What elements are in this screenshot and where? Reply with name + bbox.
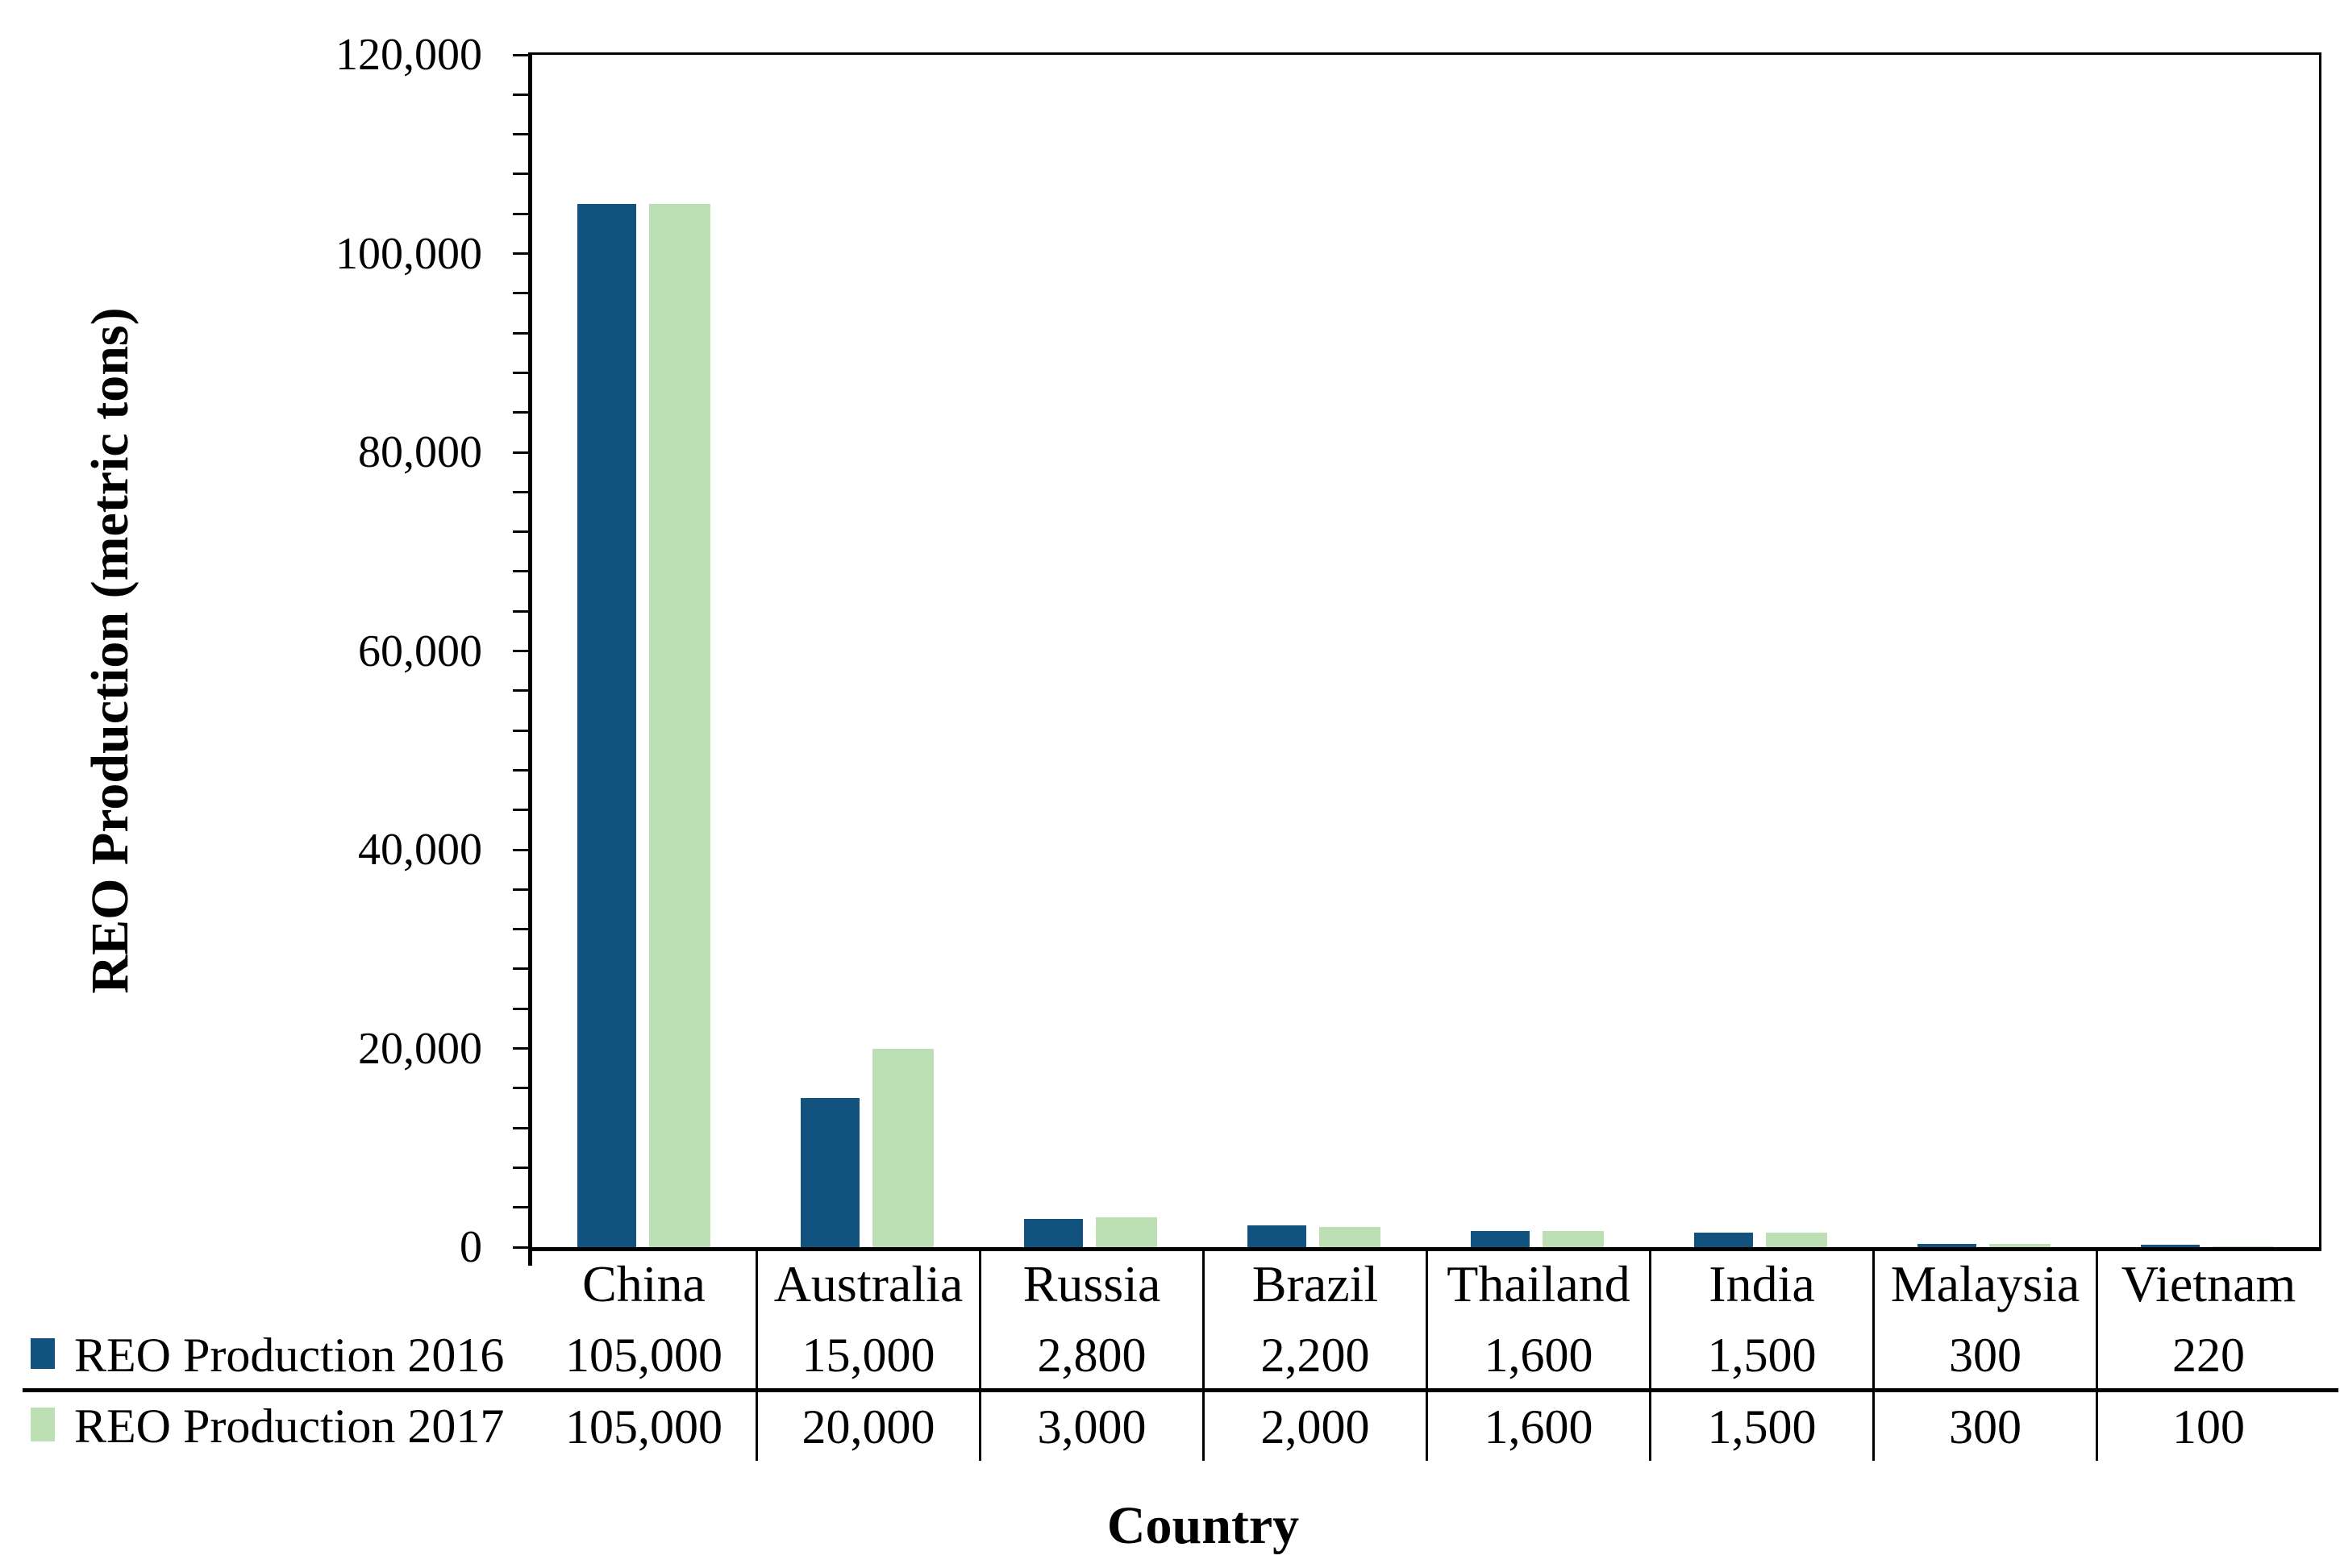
legend-label-reo-production-2017: REO Production 2017 [74, 1400, 505, 1453]
y-axis-tick [513, 252, 531, 255]
table-cell-reo-production-2017: 1,500 [1707, 1400, 1817, 1454]
bar-reo-production-2016-malaysia [1917, 1244, 1976, 1247]
table-cell-reo-production-2016: 1,600 [1484, 1329, 1593, 1382]
y-axis-tick [513, 1007, 531, 1010]
y-axis-tick [513, 888, 531, 891]
y-axis-tick [513, 967, 531, 971]
table-column-brazil: Brazil 2,200 2,000 [1202, 1247, 1426, 1461]
x-axis-tick [528, 1251, 532, 1266]
category-label: Thailand [1447, 1255, 1630, 1312]
bar-reo-production-2017-china [649, 204, 710, 1247]
bar-reo-production-2017-australia [872, 1049, 934, 1247]
bar-reo-production-2017-russia [1096, 1217, 1157, 1247]
category-label: Malaysia [1890, 1255, 2080, 1312]
bar-reo-production-2017-brazil [1319, 1227, 1380, 1247]
table-cell-reo-production-2016: 15,000 [802, 1329, 935, 1382]
bar-reo-production-2016-india [1694, 1233, 1753, 1247]
y-axis-tick-label: 80,000 [358, 427, 482, 477]
y-axis-tick [513, 371, 531, 374]
bar-reo-production-2016-china [577, 204, 636, 1247]
legend-swatch-reo-production-2016 [31, 1338, 55, 1369]
category-label: Australia [773, 1255, 964, 1312]
bar-reo-production-2016-vietnam [2141, 1245, 2200, 1247]
legend-swatch-reo-production-2017 [31, 1408, 55, 1441]
y-axis-tick [513, 928, 531, 931]
table-cell-reo-production-2017: 1,600 [1484, 1400, 1593, 1454]
category-label: China [582, 1255, 706, 1312]
y-axis-tick [513, 768, 531, 772]
y-axis-tick [513, 1166, 531, 1169]
y-axis-tick-label: 60,000 [358, 626, 482, 676]
table-cell-reo-production-2016: 2,800 [1037, 1329, 1147, 1382]
y-axis-tick [513, 650, 531, 652]
y-axis-tick [513, 490, 531, 493]
x-axis-title: Country [1106, 1496, 1300, 1555]
y-axis-tick-label: 20,000 [358, 1023, 482, 1074]
bar-reo-production-2017-vietnam [2213, 1246, 2274, 1247]
table-row-divider [23, 1388, 2338, 1392]
table-cell-reo-production-2017: 100 [2172, 1400, 2245, 1454]
table-column-russia: Russia 2,800 3,000 [979, 1247, 1202, 1461]
table-cell-reo-production-2016: 300 [1949, 1329, 2021, 1382]
y-axis-tick [513, 1087, 531, 1090]
y-axis-tick [513, 848, 531, 851]
y-axis-title: REO Production (metric tons) [81, 307, 139, 994]
y-axis-tick [513, 53, 531, 56]
y-axis-tick [513, 451, 531, 454]
y-axis-tick [513, 292, 531, 295]
y-axis-tick [513, 1047, 531, 1050]
table-column-malaysia: Malaysia 300 300 [1872, 1247, 2096, 1461]
y-axis-tick [513, 729, 531, 732]
bar-reo-production-2017-india [1766, 1233, 1827, 1247]
y-axis-tick [513, 173, 531, 176]
category-label: Brazil [1251, 1255, 1379, 1312]
y-axis-tick [513, 331, 531, 335]
table-column-china: China 105,000 105,000 [532, 1247, 756, 1461]
table-cell-reo-production-2017: 300 [1949, 1400, 2021, 1454]
table-cell-reo-production-2017: 2,000 [1260, 1400, 1370, 1454]
plot-area [528, 52, 2321, 1251]
y-axis-tick-label: 0 [460, 1222, 482, 1272]
bar-reo-production-2016-russia [1024, 1219, 1083, 1247]
y-axis-tick [513, 212, 531, 215]
table-column-vietnam: Vietnam 220 100 [2096, 1247, 2319, 1461]
y-axis-tick [513, 609, 531, 613]
y-axis-tick [513, 1126, 531, 1129]
y-axis-tick-label: 40,000 [358, 825, 482, 875]
bar-reo-production-2016-brazil [1247, 1225, 1306, 1247]
y-axis-tick [513, 809, 531, 812]
y-axis-tick [513, 411, 531, 414]
y-axis-tick [513, 570, 531, 573]
table-column-australia: Australia 15,000 20,000 [756, 1247, 979, 1461]
category-label: Vietnam [2121, 1255, 2296, 1312]
table-cell-reo-production-2016: 1,500 [1707, 1329, 1817, 1382]
y-axis-tick [513, 1246, 531, 1249]
table-cell-reo-production-2017: 20,000 [802, 1400, 935, 1454]
table-column-india: India 1,500 1,500 [1649, 1247, 1872, 1461]
legend-label-reo-production-2016: REO Production 2016 [74, 1329, 505, 1382]
category-label: Russia [1022, 1255, 1161, 1312]
y-axis-tick-label: 100,000 [335, 228, 482, 279]
y-axis-tick [513, 93, 531, 96]
table-cell-reo-production-2016: 220 [2172, 1329, 2245, 1382]
table-cell-reo-production-2017: 105,000 [565, 1400, 722, 1454]
y-axis-tick [513, 689, 531, 692]
table-cell-reo-production-2016: 105,000 [565, 1329, 722, 1382]
category-label: India [1709, 1255, 1815, 1312]
bar-reo-production-2016-australia [801, 1098, 860, 1247]
bar-reo-production-2016-thailand [1471, 1231, 1530, 1247]
y-axis-tick-label: 120,000 [335, 30, 482, 80]
table-cell-reo-production-2016: 2,200 [1260, 1329, 1370, 1382]
y-axis-tick [513, 133, 531, 136]
bar-reo-production-2017-thailand [1543, 1231, 1604, 1247]
table-column-thailand: Thailand 1,600 1,600 [1426, 1247, 1649, 1461]
y-axis-tick [513, 1206, 531, 1209]
table-cell-reo-production-2017: 3,000 [1037, 1400, 1147, 1454]
bar-reo-production-2017-malaysia [1989, 1244, 2051, 1247]
y-axis-tick [513, 530, 531, 534]
